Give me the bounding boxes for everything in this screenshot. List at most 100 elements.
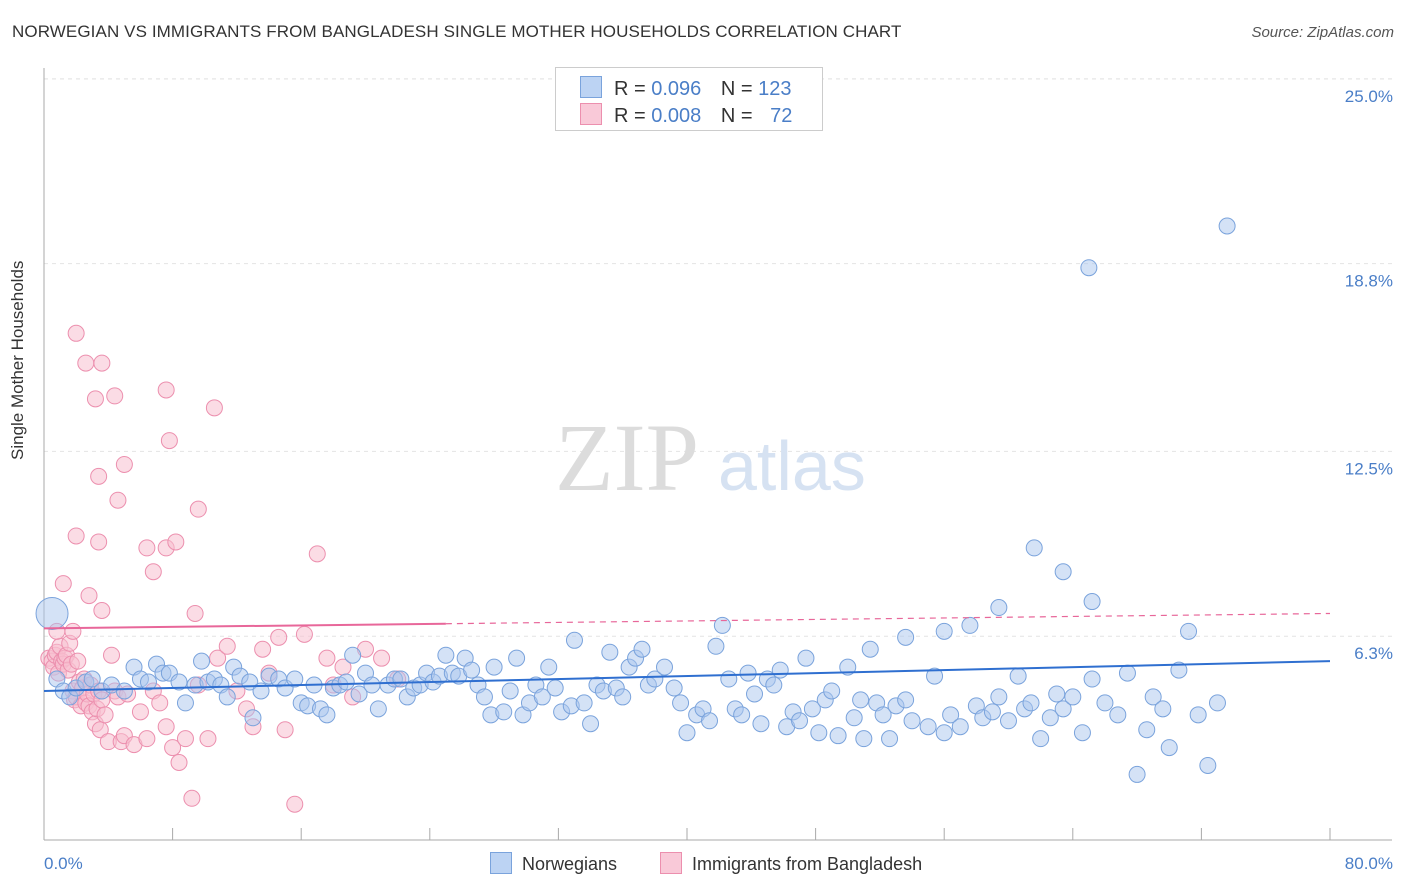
data-point-bangladesh xyxy=(77,354,95,372)
data-point-norwegians xyxy=(176,694,194,712)
data-point-norwegians xyxy=(839,658,857,676)
data-point-norwegians xyxy=(485,658,503,676)
data-point-norwegians xyxy=(244,709,262,727)
legend-n-value: 123 xyxy=(758,78,792,100)
data-point-norwegians xyxy=(1048,685,1066,703)
data-point-norwegians xyxy=(1160,739,1178,757)
data-point-norwegians xyxy=(1109,706,1127,724)
x-tick-label: 0.0% xyxy=(44,854,83,873)
data-point-norwegians xyxy=(797,649,815,667)
data-point-norwegians xyxy=(874,706,892,724)
trend-line-bangladesh-extension xyxy=(445,612,1331,625)
data-point-bangladesh xyxy=(199,730,217,748)
data-point-norwegians xyxy=(565,631,583,649)
data-point-norwegians xyxy=(1180,622,1198,640)
bottom-legend-bangladesh[interactable]: Immigrants from Bangladesh xyxy=(660,852,922,875)
data-point-bangladesh xyxy=(90,533,108,551)
data-point-bangladesh xyxy=(151,694,169,712)
data-point-norwegians xyxy=(1083,670,1101,688)
data-point-bangladesh xyxy=(86,390,104,408)
data-point-bangladesh xyxy=(80,587,98,605)
data-point-bangladesh xyxy=(295,625,313,643)
bottom-legend-norwegians[interactable]: Norwegians xyxy=(490,852,617,875)
data-point-norwegians xyxy=(861,640,879,658)
data-point-norwegians xyxy=(983,703,1001,721)
trend-lines xyxy=(43,612,1331,692)
data-point-norwegians xyxy=(1041,709,1059,727)
trend-line-bangladesh xyxy=(43,622,446,630)
data-point-bangladesh xyxy=(183,789,201,807)
data-point-bangladesh xyxy=(164,739,182,757)
data-point-norwegians xyxy=(139,673,157,691)
data-point-bangladesh xyxy=(186,604,204,622)
data-point-bangladesh xyxy=(109,491,127,509)
data-point-norwegians xyxy=(990,599,1008,617)
data-point-norwegians xyxy=(942,706,960,724)
data-point-norwegians xyxy=(829,727,847,745)
data-point-bangladesh xyxy=(218,637,236,655)
data-point-bangladesh xyxy=(270,628,288,646)
data-point-bangladesh xyxy=(176,730,194,748)
data-point-norwegians xyxy=(501,682,519,700)
data-point-norwegians xyxy=(83,670,101,688)
data-point-norwegians xyxy=(1154,700,1172,718)
data-point-norwegians xyxy=(935,724,953,742)
legend-n-label: N = xyxy=(720,78,753,100)
data-point-norwegians xyxy=(582,715,600,733)
correlation-legend: R = 0.096 N = 123 R = 0.008 N = 72 xyxy=(555,67,823,131)
data-point-norwegians xyxy=(193,652,211,670)
data-point-norwegians xyxy=(533,688,551,706)
data-point-norwegians xyxy=(678,724,696,742)
data-point-norwegians xyxy=(1218,217,1236,235)
data-point-norwegians xyxy=(170,673,188,691)
data-point-norwegians xyxy=(823,682,841,700)
legend-r-label: R = xyxy=(614,105,646,127)
data-point-bangladesh xyxy=(138,730,156,748)
data-point-norwegians xyxy=(1128,765,1146,783)
data-point-norwegians xyxy=(1054,563,1072,581)
data-point-bangladesh xyxy=(189,500,207,518)
data-point-bangladesh xyxy=(167,533,185,551)
legend-row-bangladesh: R = 0.008 N = 72 xyxy=(580,103,792,128)
data-point-norwegians xyxy=(546,679,564,697)
data-point-norwegians xyxy=(771,661,789,679)
data-point-norwegians xyxy=(855,730,873,748)
y-tick-label: 25.0% xyxy=(1345,87,1393,106)
data-point-norwegians xyxy=(1073,724,1091,742)
data-point-norwegians xyxy=(720,670,738,688)
bottom-legend-label-norwegians: Norwegians xyxy=(522,854,618,874)
data-point-norwegians xyxy=(1083,593,1101,611)
data-point-bangladesh xyxy=(90,467,108,485)
data-point-norwegians xyxy=(1096,694,1114,712)
data-point-bangladesh xyxy=(286,795,304,813)
watermark: ZIP atlas xyxy=(555,404,866,511)
data-point-bangladesh xyxy=(276,721,294,739)
data-point-bangladesh xyxy=(93,601,111,619)
data-point-norwegians xyxy=(1009,667,1027,685)
data-point-bangladesh xyxy=(103,646,121,664)
data-point-norwegians xyxy=(1208,694,1226,712)
data-point-norwegians xyxy=(926,667,944,685)
data-point-bangladesh xyxy=(69,652,87,670)
data-point-norwegians xyxy=(495,703,513,721)
data-point-norwegians xyxy=(286,670,304,688)
source-label: Source: ZipAtlas.com xyxy=(1251,24,1394,41)
data-point-norwegians xyxy=(707,637,725,655)
watermark-zip: ZIP xyxy=(555,404,699,511)
data-point-bangladesh xyxy=(308,545,326,563)
data-point-norwegians xyxy=(437,646,455,664)
data-point-norwegians xyxy=(463,661,481,679)
bottom-legend-swatch-bangladesh xyxy=(660,852,682,874)
data-point-bangladesh xyxy=(160,432,178,450)
data-point-norwegians xyxy=(1054,700,1072,718)
data-point-bangladesh xyxy=(157,381,175,399)
bottom-legend-swatch-norwegians xyxy=(490,852,512,874)
data-point-norwegians xyxy=(810,724,828,742)
data-point-norwegians xyxy=(701,712,719,730)
data-point-norwegians xyxy=(1118,664,1136,682)
y-tick-label: 12.5% xyxy=(1345,459,1393,478)
axes xyxy=(43,68,1392,841)
data-point-norwegians xyxy=(1032,730,1050,748)
data-point-norwegians xyxy=(961,616,979,634)
